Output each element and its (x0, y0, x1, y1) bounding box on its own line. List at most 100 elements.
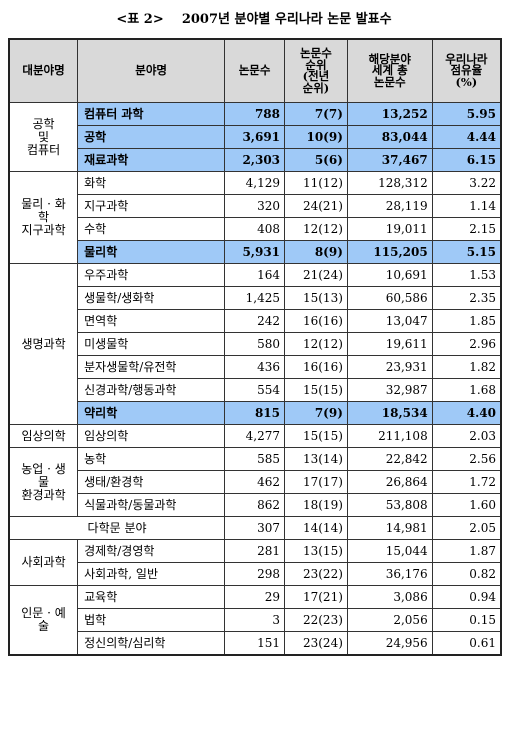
world-cell: 53,808 (346, 493, 433, 517)
share-cell: 4.40 (431, 401, 502, 425)
rank-cell: 8(9) (284, 240, 348, 264)
share-cell: 5.95 (431, 102, 502, 126)
count-cell: 788 (224, 102, 286, 126)
field-cell: 미생물학 (77, 332, 226, 356)
world-cell: 36,176 (346, 562, 433, 586)
header-cell: 논문수 (224, 38, 286, 103)
world-cell: 28,119 (346, 194, 433, 218)
count-cell: 4,277 (224, 424, 286, 448)
field-cell: 생물학/생화학 (77, 286, 226, 310)
share-cell: 2.96 (431, 332, 502, 356)
field-cell: 공학 (77, 125, 226, 149)
rank-cell: 24(21) (284, 194, 348, 218)
group-cell: 임상의학 (8, 424, 79, 448)
share-cell: 1.87 (431, 539, 502, 563)
field-cell: 법학 (77, 608, 226, 632)
rank-cell: 15(15) (284, 424, 348, 448)
count-cell: 242 (224, 309, 286, 333)
share-cell: 1.85 (431, 309, 502, 333)
count-cell: 436 (224, 355, 286, 379)
share-cell: 2.03 (431, 424, 502, 448)
share-cell: 0.82 (431, 562, 502, 586)
world-cell: 2,056 (346, 608, 433, 632)
world-cell: 10,691 (346, 263, 433, 287)
rank-cell: 15(15) (284, 378, 348, 402)
table-row: 수학 408 12(12) 19,011 2.15 (9, 217, 502, 241)
table-row: 생태/환경학 462 17(17) 26,864 1.72 (9, 470, 502, 494)
field-cell: 교육학 (77, 585, 226, 609)
header-cell: 대분야명 (8, 38, 79, 103)
field-cell: 임상의학 (77, 424, 226, 448)
rank-cell: 17(17) (284, 470, 348, 494)
share-cell: 1.60 (431, 493, 502, 517)
rank-cell: 17(21) (284, 585, 348, 609)
field-cell: 분자생물학/유전학 (77, 355, 226, 379)
rank-cell: 13(14) (284, 447, 348, 471)
field-cell: 지구과학 (77, 194, 226, 218)
rank-cell: 22(23) (284, 608, 348, 632)
count-cell: 4,129 (224, 171, 286, 195)
field-cell: 면역학 (77, 309, 226, 333)
field-cell: 약리학 (77, 401, 226, 425)
count-cell: 462 (224, 470, 286, 494)
share-cell: 1.14 (431, 194, 502, 218)
count-cell: 408 (224, 217, 286, 241)
share-cell: 2.35 (431, 286, 502, 310)
table-row: 면역학 242 16(16) 13,047 1.85 (9, 309, 502, 333)
rank-cell: 16(16) (284, 355, 348, 379)
group-cell: 생명과학 (8, 263, 79, 425)
world-cell: 24,956 (346, 631, 433, 656)
rank-cell: 18(19) (284, 493, 348, 517)
field-cell: 컴퓨터 과학 (77, 102, 226, 126)
count-cell: 298 (224, 562, 286, 586)
group-cell: 사회과학 (8, 539, 79, 586)
field-cell: 사회과학, 일반 (77, 562, 226, 586)
share-cell: 5.15 (431, 240, 502, 264)
world-cell: 19,611 (346, 332, 433, 356)
field-cell: 재료과학 (77, 148, 226, 172)
count-cell: 151 (224, 631, 286, 656)
rank-cell: 11(12) (284, 171, 348, 195)
rank-cell: 16(16) (284, 309, 348, 333)
field-cell: 신경과학/행동과학 (77, 378, 226, 402)
share-cell: 1.82 (431, 355, 502, 379)
group-cell: 물리 · 화 학 지구과학 (8, 171, 79, 264)
group-cell: 공학 및 컴퓨터 (8, 102, 79, 172)
rank-cell: 10(9) (284, 125, 348, 149)
rank-cell: 7(7) (284, 102, 348, 126)
field-cell: 식물과학/동물과학 (77, 493, 226, 517)
count-cell: 585 (224, 447, 286, 471)
field-cell: 수학 (77, 217, 226, 241)
header-cell: 분야명 (77, 38, 226, 103)
rank-cell: 12(12) (284, 332, 348, 356)
world-cell: 60,586 (346, 286, 433, 310)
count-cell: 1,425 (224, 286, 286, 310)
count-cell: 29 (224, 585, 286, 609)
world-cell: 18,534 (346, 401, 433, 425)
world-cell: 26,864 (346, 470, 433, 494)
rank-cell: 5(6) (284, 148, 348, 172)
world-cell: 83,044 (346, 125, 433, 149)
share-cell: 4.44 (431, 125, 502, 149)
table-body: 공학 및 컴퓨터 컴퓨터 과학 788 7(7) 13,252 5.95 공학 3,691 10… (8, 102, 502, 656)
field-cell: 농학 (77, 447, 226, 471)
world-cell: 32,987 (346, 378, 433, 402)
count-cell: 164 (224, 263, 286, 287)
group-cell: 농업 · 생 물 환경과학 (8, 447, 79, 517)
share-cell: 2.15 (431, 217, 502, 241)
share-cell: 0.94 (431, 585, 502, 609)
title: <표 2> 2007년 분야별 우리나라 논문 발표수 (116, 12, 392, 27)
field-cell: 경제학/경영학 (77, 539, 226, 563)
table-row: 식물과학/동물과학 862 18(19) 53,808 1.60 (9, 493, 502, 517)
count-cell: 580 (224, 332, 286, 356)
table-row: 공학 3,691 10(9) 83,044 4.44 (9, 125, 502, 149)
rank-cell: 7(9) (284, 401, 348, 425)
rank-cell: 12(12) (284, 217, 348, 241)
rank-cell: 15(13) (284, 286, 348, 310)
share-cell: 0.61 (431, 631, 502, 656)
rank-cell: 23(22) (284, 562, 348, 586)
rank-cell: 14(14) (284, 516, 348, 540)
table-row: 공학 및 컴퓨터 컴퓨터 과학 788 7(7) 13,252 5.95 (8, 102, 502, 172)
field-cell: 우주과학 (77, 263, 226, 287)
rank-cell: 23(24) (284, 631, 348, 656)
